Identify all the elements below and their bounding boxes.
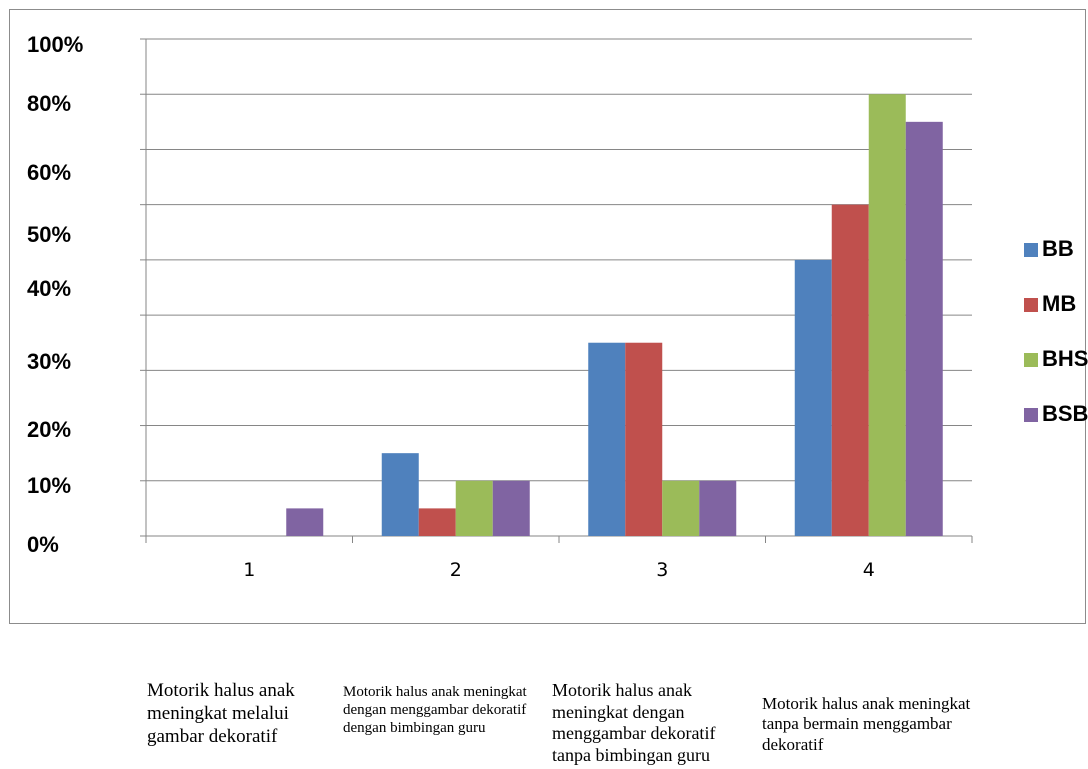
- legend-label: BSB: [1042, 401, 1088, 426]
- legend-swatch: [1024, 408, 1038, 422]
- bar-bb: [381, 453, 419, 536]
- y-tick-label: 60%: [27, 160, 72, 185]
- legend-label: BB: [1042, 236, 1074, 261]
- bar-bhs: [662, 480, 700, 536]
- y-tick-label: 100%: [27, 32, 84, 57]
- y-tick-label: 40%: [27, 276, 72, 301]
- x-tick-label: 2: [449, 559, 462, 581]
- x-tick-label: 3: [656, 559, 669, 581]
- bar-mb: [625, 342, 663, 536]
- legend-label: MB: [1042, 291, 1077, 316]
- x-tick-label: 4: [862, 559, 875, 581]
- bar-bsb: [286, 508, 324, 536]
- category-caption-4: Motorik halus anak meningkat tanpa berma…: [762, 694, 971, 754]
- y-tick-label: 10%: [27, 473, 72, 498]
- category-caption-1: Motorik halus anak meningkat melalui gam…: [147, 680, 295, 747]
- legend-swatch: [1024, 353, 1038, 367]
- bar-bhs: [868, 94, 906, 536]
- y-tick-label: 20%: [27, 417, 72, 442]
- y-tick-label: 80%: [27, 91, 72, 116]
- bar-bhs: [455, 480, 493, 536]
- y-tick-label: 0%: [27, 532, 59, 557]
- bar-bsb: [905, 121, 943, 536]
- chart-plot-area: [140, 38, 973, 543]
- bar-bsb: [699, 480, 737, 536]
- y-tick-label: 30%: [27, 349, 72, 374]
- legend-swatch: [1024, 243, 1038, 257]
- bar-bb: [794, 259, 832, 536]
- category-caption-2: Motorik halus anak meningkat dengan meng…: [343, 684, 527, 736]
- bar-bsb: [492, 480, 530, 536]
- legend-label: BHS: [1042, 346, 1088, 371]
- chart-frame: 0% 10% 20% 30% 40% 50% 60% 80% 100% 1 2 3 4 BB MB BHS…: [9, 9, 1088, 624]
- bar-bb: [588, 342, 626, 536]
- legend-swatch: [1024, 298, 1038, 312]
- bar-mb: [831, 204, 869, 536]
- x-tick-label: 1: [243, 559, 256, 581]
- category-caption-3: Motorik halus anak meningkat dengan meng…: [552, 680, 716, 765]
- y-tick-label: 50%: [27, 222, 72, 247]
- bar-mb: [418, 508, 456, 536]
